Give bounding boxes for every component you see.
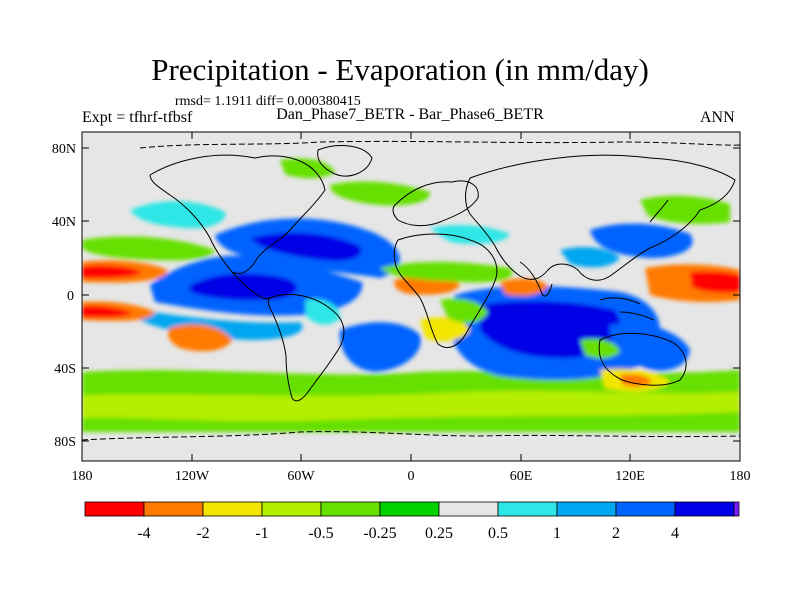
coast-indonesia (599, 297, 655, 321)
field-yellow-south-atl (420, 317, 470, 342)
lon-tick-labels: 180 120W 60W 0 60E 120E 180 (72, 469, 751, 484)
plot-title: Precipitation - Evaporation (in mm/day) (151, 52, 649, 87)
colorbar-box (615, 501, 676, 517)
experiment-label: Expt = tfhrf-tfbsf (82, 109, 193, 126)
lon-tick-label: 120E (615, 469, 645, 484)
field-green-north-4 (640, 195, 730, 224)
colorbar-label: 1 (553, 525, 561, 542)
coast-greenland (317, 145, 373, 177)
coast-india (519, 261, 553, 297)
lon-tick-label: 180 (72, 469, 93, 484)
colorbar-label: 0.5 (488, 525, 508, 542)
tick-marks (81, 132, 741, 461)
colorbar-label: 4 (671, 525, 679, 542)
lat-tick-label: 0 (67, 289, 74, 304)
field-green-australia (580, 338, 620, 359)
field-green-north-3 (330, 181, 431, 206)
lat-tick-label: 40N (52, 215, 76, 230)
colorbar-box (84, 501, 145, 517)
colorbar-box (202, 501, 263, 517)
colorbar-box (261, 501, 322, 517)
field-red-east-pacific (168, 324, 232, 352)
lat-tick-label: 80N (52, 142, 76, 157)
stats-line: rmsd= 1.1911 diff= 0.000380415 (175, 94, 361, 109)
colorbar-label: -1 (255, 525, 268, 542)
field-cyan-south-am (305, 299, 340, 325)
coast-japan (649, 199, 669, 223)
colorbar-label: -0.5 (308, 525, 333, 542)
field-wpac-north-blue (590, 223, 693, 258)
lon-tick-label: 60E (510, 469, 533, 484)
coast-south-america (267, 293, 345, 402)
lat-tick-label: 40S (54, 362, 76, 377)
colorbar-box (556, 501, 617, 517)
lon-tick-label: 0 (408, 469, 415, 484)
field-australia-east-blue (609, 322, 690, 371)
coast-north-america (149, 154, 326, 275)
colorbar-label: -0.25 (363, 525, 396, 542)
field-orange-indian (500, 278, 548, 296)
colorbar-box (674, 501, 735, 517)
coast-central-america (231, 271, 271, 300)
field-red-north-pacific-core (82, 265, 142, 279)
coast-australia (598, 332, 687, 386)
case-comparison-label: Dan_Phase7_BETR - Bar_Phase6_BETR (276, 106, 544, 123)
coast-europe (392, 180, 479, 227)
field-cyan-north-pacific (130, 201, 226, 229)
season-label: ANN (700, 109, 735, 126)
colorbar-box (379, 501, 440, 517)
coast-arctic (139, 140, 740, 149)
field-south-atlantic-blue (339, 322, 421, 372)
field-red-south-pacific-core (82, 305, 132, 318)
colorbar: -4 -2 -1 -0.5 -0.25 0.25 0.5 1 2 4 (84, 501, 740, 542)
field-cyan-south-pacific (140, 310, 303, 340)
field-lightblue-asia (560, 247, 620, 268)
field-orange-south-indian (620, 373, 652, 387)
lat-tick-label: 80S (54, 435, 76, 450)
colorbar-box (733, 501, 740, 517)
lon-tick-label: 120W (175, 469, 210, 484)
colorbar-label: 0.25 (425, 525, 453, 542)
coastlines (82, 140, 740, 441)
lon-tick-label: 180 (730, 469, 751, 484)
colorbar-label: -2 (196, 525, 209, 542)
coast-africa (393, 233, 498, 348)
field-layer (82, 132, 740, 461)
field-north-atlantic-deep (250, 232, 362, 262)
colorbar-label: 2 (612, 525, 620, 542)
coast-asia (465, 154, 736, 281)
colorbar-box (438, 501, 499, 517)
coast-antarctica (82, 431, 740, 441)
colorbar-box (143, 501, 204, 517)
colorbar-box (497, 501, 558, 517)
field-green-north-2 (380, 261, 513, 283)
field-green-north-1 (82, 236, 215, 261)
field-pacific-deepblue (190, 273, 297, 301)
lon-tick-label: 60W (287, 469, 315, 484)
colorbar-label: -4 (137, 525, 150, 542)
field-southern-lightgreen (82, 390, 740, 422)
field-red-wpac-core (690, 271, 740, 293)
colorbar-box (320, 501, 381, 517)
lat-tick-labels: 80N 40N 0 40S 80S (52, 142, 76, 450)
